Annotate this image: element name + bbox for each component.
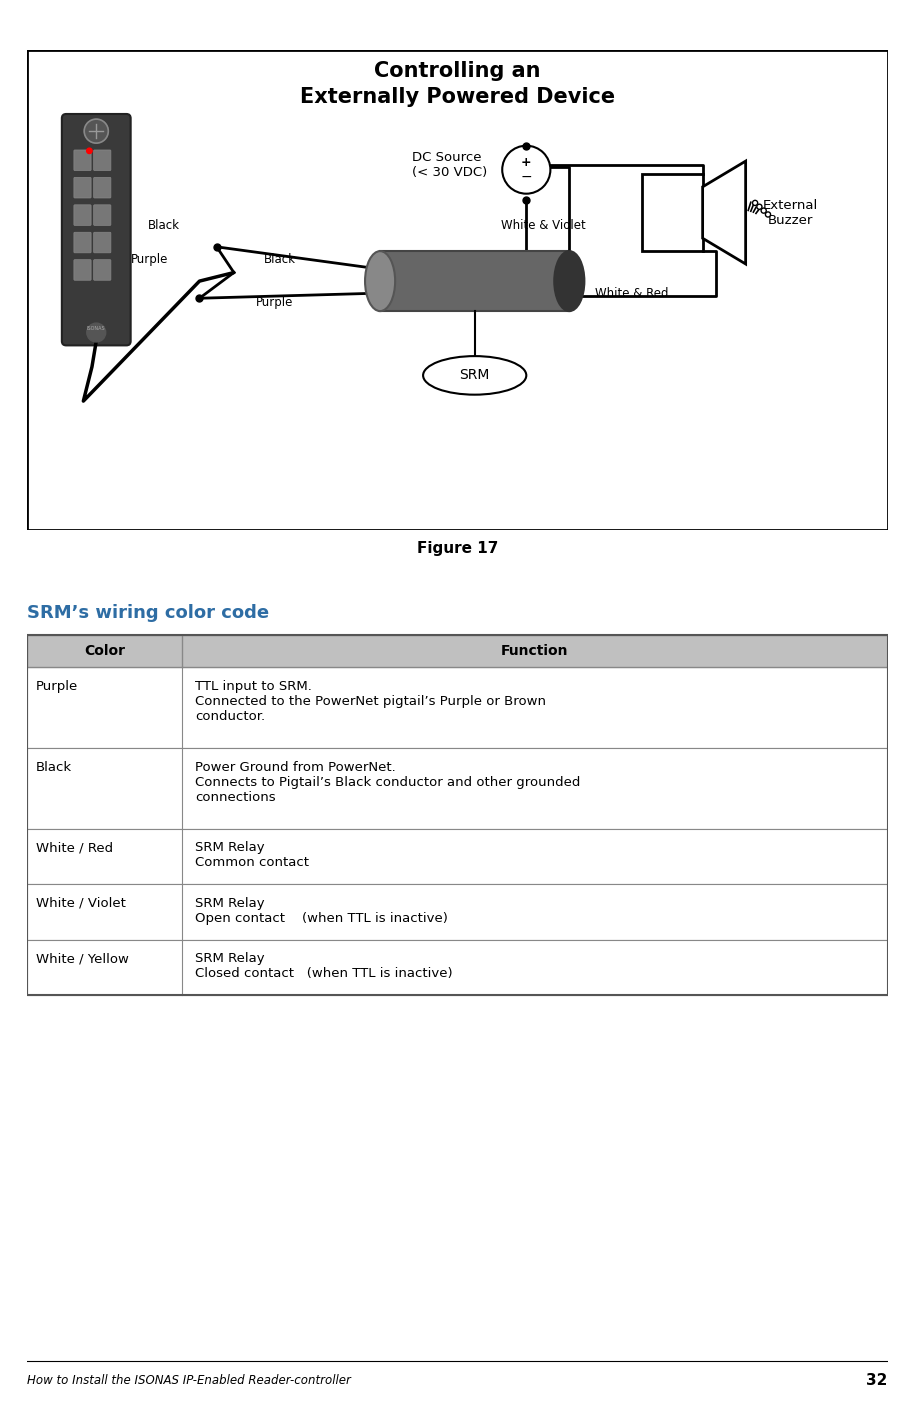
Text: Black: Black — [36, 761, 72, 774]
Text: SRM: SRM — [459, 368, 490, 382]
FancyBboxPatch shape — [380, 251, 569, 311]
FancyBboxPatch shape — [74, 151, 92, 170]
Text: Function: Function — [501, 645, 568, 657]
FancyBboxPatch shape — [27, 748, 888, 829]
Circle shape — [752, 200, 758, 206]
Polygon shape — [703, 160, 746, 264]
Circle shape — [87, 324, 106, 342]
FancyBboxPatch shape — [27, 885, 888, 940]
Ellipse shape — [423, 356, 526, 395]
Text: Purple: Purple — [131, 253, 168, 266]
FancyBboxPatch shape — [93, 151, 111, 170]
Text: White & Violet: White & Violet — [501, 219, 586, 231]
FancyBboxPatch shape — [27, 940, 888, 995]
Circle shape — [502, 146, 551, 193]
Text: SRM’s wiring color code: SRM’s wiring color code — [27, 605, 270, 622]
FancyBboxPatch shape — [74, 260, 92, 280]
FancyBboxPatch shape — [27, 635, 888, 667]
Text: External
Buzzer: External Buzzer — [763, 199, 818, 227]
FancyBboxPatch shape — [74, 204, 92, 226]
Circle shape — [761, 209, 766, 213]
Text: White / Red: White / Red — [36, 841, 113, 855]
Circle shape — [86, 148, 92, 155]
Text: Externally Powered Device: Externally Powered Device — [300, 87, 615, 106]
FancyBboxPatch shape — [62, 114, 131, 345]
FancyBboxPatch shape — [27, 667, 888, 748]
FancyBboxPatch shape — [74, 233, 92, 253]
Text: Power Ground from PowerNet.
Connects to Pigtail’s Black conductor and other grou: Power Ground from PowerNet. Connects to … — [195, 761, 580, 804]
Text: 32: 32 — [867, 1373, 888, 1387]
Text: How to Install the ISONAS IP-Enabled Reader-controller: How to Install the ISONAS IP-Enabled Rea… — [27, 1373, 351, 1387]
Text: Purple: Purple — [255, 295, 293, 310]
Text: White & Red: White & Red — [595, 287, 669, 301]
Text: SRM Relay
Open contact    (when TTL is inactive): SRM Relay Open contact (when TTL is inac… — [195, 897, 448, 924]
FancyBboxPatch shape — [93, 178, 111, 197]
FancyBboxPatch shape — [93, 260, 111, 280]
Text: Black: Black — [148, 219, 180, 231]
FancyBboxPatch shape — [27, 829, 888, 885]
Ellipse shape — [365, 251, 395, 311]
Text: +: + — [521, 156, 532, 169]
Text: White / Yellow: White / Yellow — [36, 953, 129, 966]
Text: ISONAS: ISONAS — [87, 325, 105, 331]
Circle shape — [84, 119, 108, 143]
Text: Controlling an: Controlling an — [374, 61, 541, 81]
Text: −: − — [521, 169, 533, 183]
FancyBboxPatch shape — [27, 50, 888, 530]
Ellipse shape — [554, 251, 585, 311]
FancyBboxPatch shape — [93, 204, 111, 226]
FancyBboxPatch shape — [642, 175, 703, 251]
Text: Purple: Purple — [36, 680, 79, 693]
Text: DC Source
(< 30 VDC): DC Source (< 30 VDC) — [413, 152, 488, 179]
Text: TTL input to SRM.
Connected to the PowerNet pigtail’s Purple or Brown
conductor.: TTL input to SRM. Connected to the Power… — [195, 680, 546, 723]
Text: Black: Black — [264, 253, 296, 266]
Circle shape — [766, 212, 770, 217]
FancyBboxPatch shape — [93, 233, 111, 253]
FancyBboxPatch shape — [74, 178, 92, 197]
Circle shape — [757, 204, 762, 209]
Text: SRM Relay
Common contact: SRM Relay Common contact — [195, 841, 309, 869]
Text: Color: Color — [84, 645, 125, 657]
Text: White / Violet: White / Violet — [36, 897, 126, 910]
Text: Figure 17: Figure 17 — [417, 541, 498, 555]
Text: SRM Relay
Closed contact   (when TTL is inactive): SRM Relay Closed contact (when TTL is in… — [195, 953, 453, 980]
